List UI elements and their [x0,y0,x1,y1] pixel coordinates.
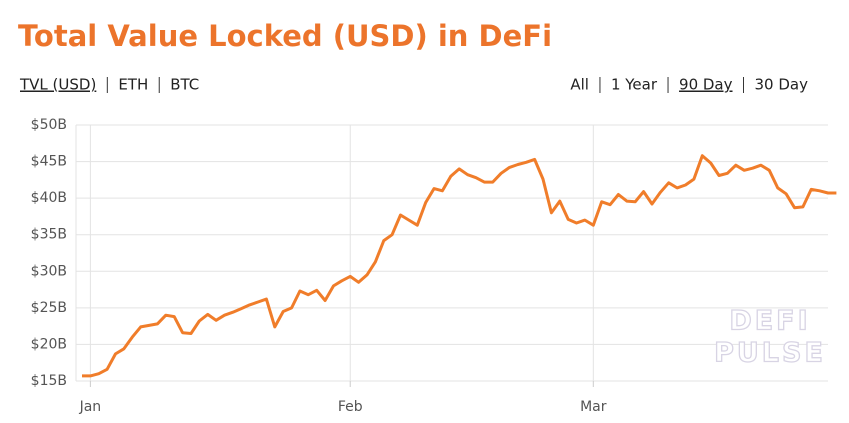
y-tick-label: $25B [31,300,67,316]
tab[interactable]: 90 Day [679,76,733,94]
y-tick-label: $40B [31,190,67,206]
chart-title: Total Value Locked (USD) in DeFi [18,19,552,53]
y-tick-label: $30B [31,263,67,279]
tab[interactable]: 1 Year [611,76,658,94]
x-tick-label: Mar [580,399,607,415]
tab[interactable]: TVL (USD) [19,76,96,94]
y-tick-label: $50B [31,117,67,133]
y-tick-label: $35B [31,227,67,243]
y-tick-label: $20B [31,336,67,352]
tab[interactable]: All [570,76,589,94]
tab[interactable]: ETH [118,76,148,94]
x-tick-label: Feb [338,399,363,415]
tab[interactable]: BTC [170,76,199,94]
line-series [82,154,837,378]
tab[interactable]: 30 Day [755,76,809,94]
watermark: PULSE [714,338,826,369]
watermark: DEFI [729,306,810,337]
x-tick-label: Jan [79,399,102,415]
y-tick-label: $15B [31,373,67,389]
y-tick-label: $45B [31,154,67,170]
